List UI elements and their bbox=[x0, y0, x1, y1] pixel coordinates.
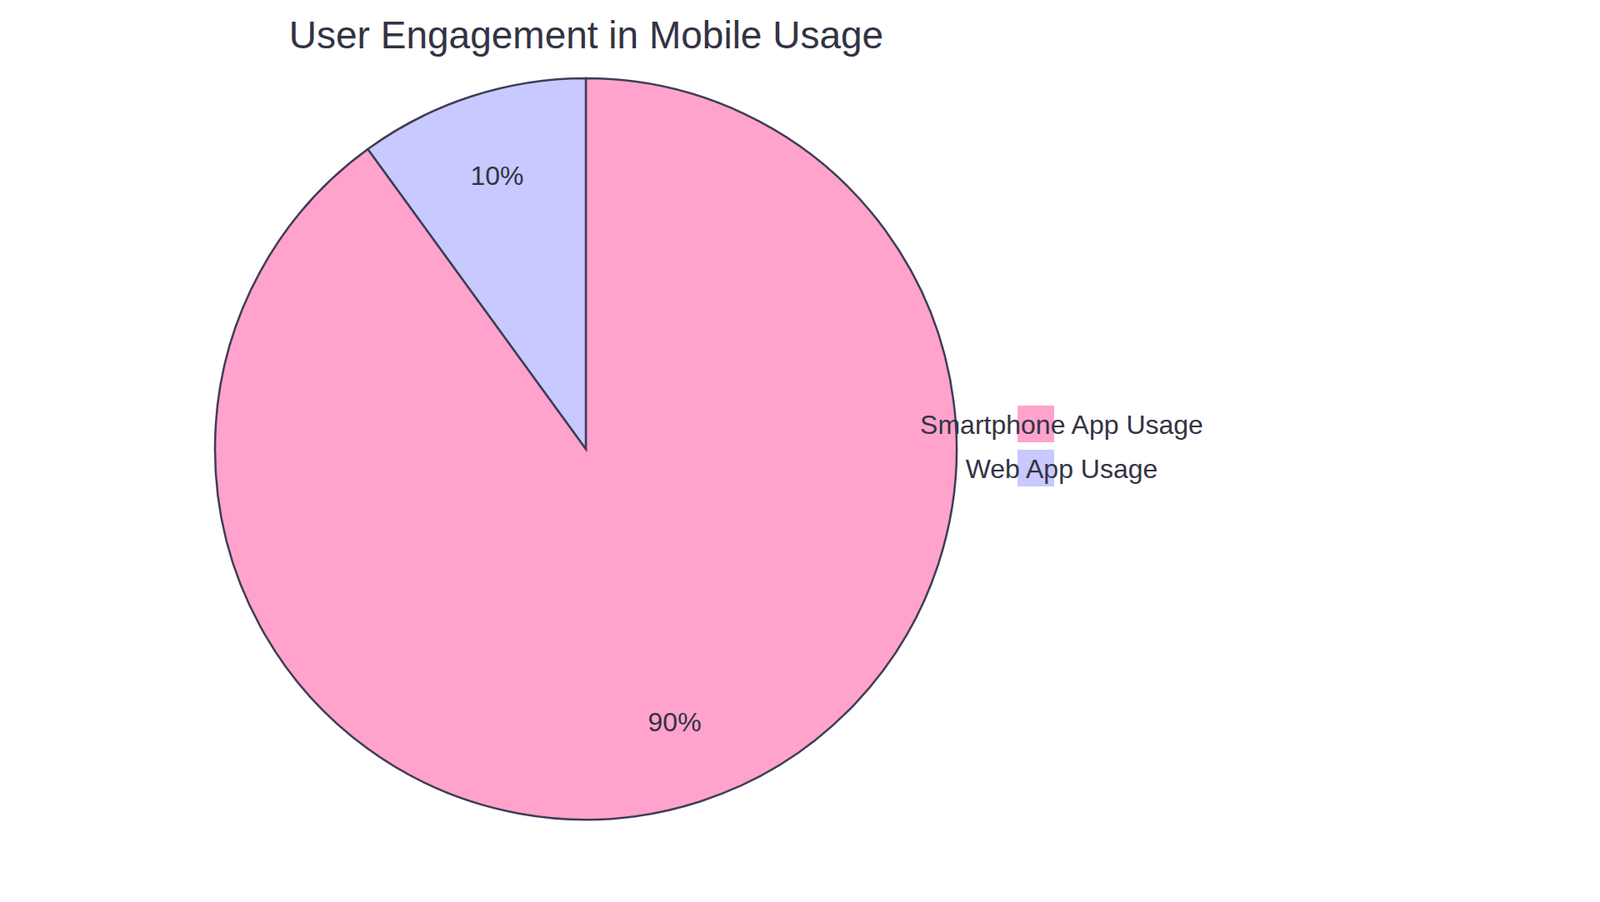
svg-text:Smartphone App Usage: Smartphone App Usage bbox=[920, 410, 1204, 440]
svg-text:10%: 10% bbox=[470, 160, 524, 191]
svg-text:User Engagement in Mobile Usag: User Engagement in Mobile Usage bbox=[289, 13, 884, 57]
svg-text:Web App Usage: Web App Usage bbox=[965, 454, 1159, 485]
svg-text:90%: 90% bbox=[648, 707, 702, 738]
